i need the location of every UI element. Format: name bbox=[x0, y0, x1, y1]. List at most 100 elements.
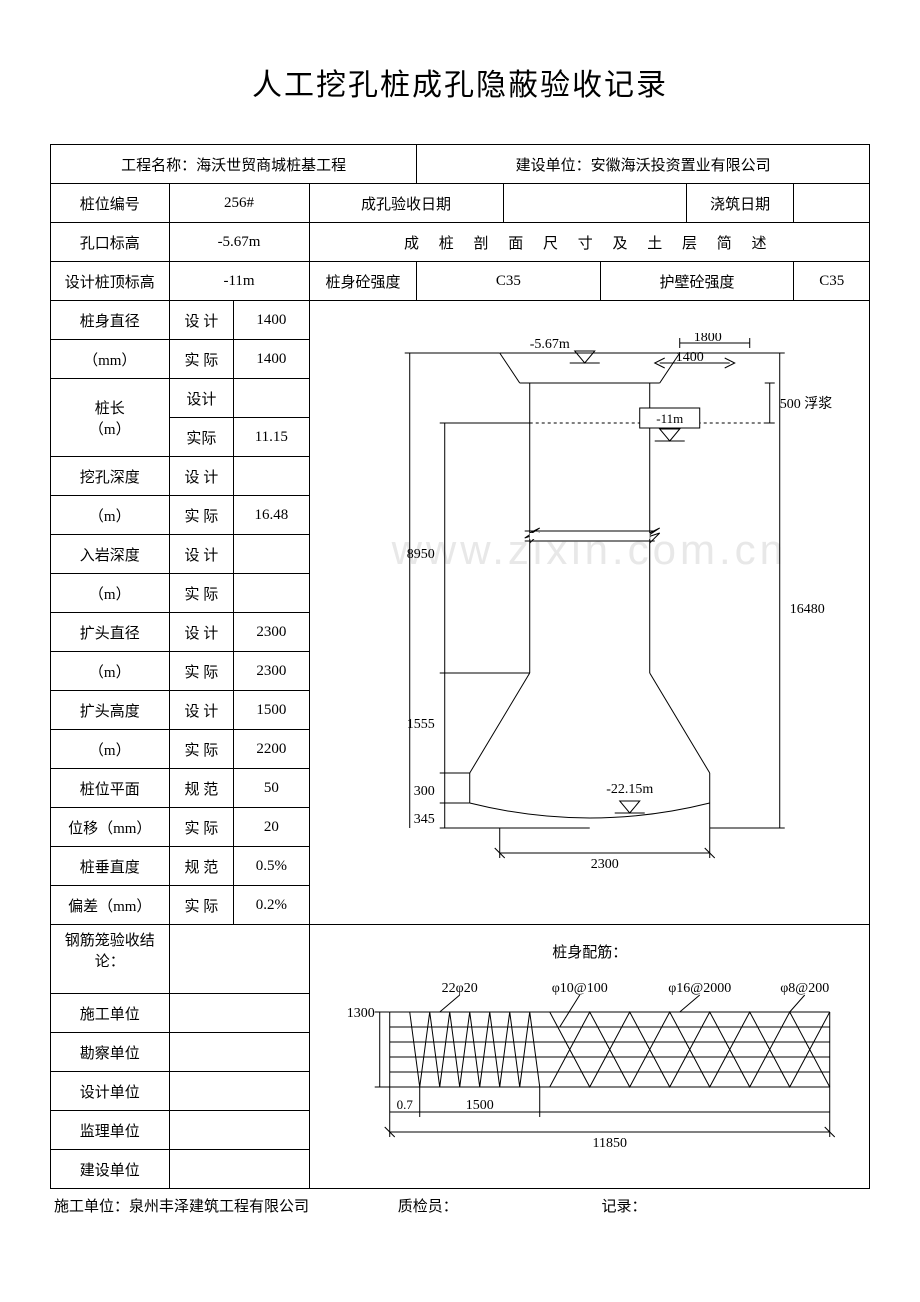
diameter-design-label: 设 计 bbox=[169, 301, 234, 340]
footer-construction-label: 施工单位： bbox=[54, 1195, 129, 1216]
body-strength-label: 桩身砼强度 bbox=[309, 262, 417, 301]
dim-1800: 1800 bbox=[693, 333, 721, 345]
builder-cell: 建设单位：安徽海沃投资置业有限公司 bbox=[417, 145, 870, 184]
footer-construction-value: 泉州丰泽建筑工程有限公司 bbox=[129, 1195, 309, 1216]
belld-label2: （m） bbox=[51, 652, 170, 691]
dim-16480: 16480 bbox=[789, 602, 824, 617]
belld-design: 2300 bbox=[234, 613, 309, 652]
vert-actual-label: 实 际 bbox=[169, 886, 234, 925]
body-strength-value: C35 bbox=[417, 262, 600, 301]
diameter-actual: 1400 bbox=[234, 340, 309, 379]
offset-design-label: 规 范 bbox=[169, 769, 234, 808]
unit-survey-value bbox=[169, 1033, 309, 1072]
level-11m: -11m bbox=[656, 411, 683, 426]
belld-label1: 扩头直径 bbox=[51, 613, 170, 652]
section-title: 成 桩 剖 面 尺 寸 及 土 层 简 述 bbox=[309, 223, 869, 262]
bellh-label1: 扩头高度 bbox=[51, 691, 170, 730]
footer-line: 施工单位：泉州丰泽建筑工程有限公司 质检员： 记录： bbox=[50, 1195, 870, 1216]
length-actual-label: 实际 bbox=[169, 418, 234, 457]
vert-actual: 0.2% bbox=[234, 886, 309, 925]
pile-no-value: 256# bbox=[169, 184, 309, 223]
unit-survey: 勘察单位 bbox=[51, 1033, 170, 1072]
rebar-title: 桩身配筋： bbox=[552, 944, 627, 961]
rock-design bbox=[234, 535, 309, 574]
rebar-diagram-cell: 桩身配筋： 22φ20 φ10@100 φ16@2000 φ8@200 1300 bbox=[309, 925, 869, 1189]
bellh-actual: 2200 bbox=[234, 730, 309, 769]
length-label1: 桩长 bbox=[95, 401, 125, 417]
depth-actual: 16.48 bbox=[234, 496, 309, 535]
diameter-design: 1400 bbox=[234, 301, 309, 340]
pour-date-label: 浇筑日期 bbox=[686, 184, 794, 223]
rock-design-label: 设 计 bbox=[169, 535, 234, 574]
rock-label2: （m） bbox=[51, 574, 170, 613]
hole-date-label: 成孔验收日期 bbox=[309, 184, 503, 223]
rock-label1: 入岩深度 bbox=[51, 535, 170, 574]
top-elev-label: -5.67m bbox=[529, 337, 569, 352]
dim-300: 300 bbox=[413, 784, 434, 799]
hole-top-elev-label: 孔口标高 bbox=[51, 223, 170, 262]
hole-date-value bbox=[503, 184, 686, 223]
length-design-label: 设计 bbox=[169, 379, 234, 418]
unit-construction-value bbox=[169, 994, 309, 1033]
unit-design-value bbox=[169, 1072, 309, 1111]
dim-07: 0.7 bbox=[396, 1097, 413, 1112]
wall-strength-label: 护壁砼强度 bbox=[600, 262, 794, 301]
offset-label2: 位移（mm） bbox=[51, 808, 170, 847]
vert-label1: 桩垂直度 bbox=[51, 847, 170, 886]
belld-actual: 2300 bbox=[234, 652, 309, 691]
dim-2300: 2300 bbox=[590, 857, 618, 872]
hole-top-elev-value: -5.67m bbox=[169, 223, 309, 262]
length-actual: 11.15 bbox=[234, 418, 309, 457]
bellh-label2: （m） bbox=[51, 730, 170, 769]
depth-design-label: 设 计 bbox=[169, 457, 234, 496]
diameter-actual-label: 实 际 bbox=[169, 340, 234, 379]
project-value: 海沃世贸商城桩基工程 bbox=[196, 158, 346, 174]
cage-value bbox=[169, 925, 309, 994]
pile-no-label: 桩位编号 bbox=[51, 184, 170, 223]
footer-recorder-label: 记录： bbox=[602, 1195, 647, 1216]
pour-date-value bbox=[794, 184, 870, 223]
rock-actual bbox=[234, 574, 309, 613]
offset-design: 50 bbox=[234, 769, 309, 808]
diameter-label2: （mm） bbox=[51, 340, 170, 379]
dim-1555: 1555 bbox=[406, 717, 434, 732]
float-slurry: 500 浮浆 bbox=[779, 396, 832, 412]
vert-label2: 偏差（mm） bbox=[51, 886, 170, 925]
bottom-elev: -22.15m bbox=[606, 782, 653, 797]
offset-label1: 桩位平面 bbox=[51, 769, 170, 808]
rebar-d16-2000: φ16@2000 bbox=[668, 981, 731, 996]
rebar-22d20: 22φ20 bbox=[441, 981, 477, 996]
unit-construction: 施工单位 bbox=[51, 994, 170, 1033]
dim-11850: 11850 bbox=[592, 1136, 626, 1151]
pile-section-diagram-cell: www.zixin.com.cn 1800 1400 bbox=[309, 301, 869, 925]
vert-design: 0.5% bbox=[234, 847, 309, 886]
builder-label: 建设单位： bbox=[516, 158, 591, 174]
dim-1400: 1400 bbox=[675, 350, 703, 365]
belld-design-label: 设 计 bbox=[169, 613, 234, 652]
vert-design-label: 规 范 bbox=[169, 847, 234, 886]
design-top-elev-value: -11m bbox=[169, 262, 309, 301]
footer-inspector-label: 质检员： bbox=[398, 1195, 598, 1216]
builder-value: 安徽海沃投资置业有限公司 bbox=[591, 158, 771, 174]
unit-supervision-value bbox=[169, 1111, 309, 1150]
depth-label2: （m） bbox=[51, 496, 170, 535]
project-label: 工程名称： bbox=[121, 158, 196, 174]
record-table: 工程名称：海沃世贸商城桩基工程 建设单位：安徽海沃投资置业有限公司 桩位编号 2… bbox=[50, 144, 870, 1189]
rock-actual-label: 实 际 bbox=[169, 574, 234, 613]
project-cell: 工程名称：海沃世贸商城桩基工程 bbox=[51, 145, 417, 184]
unit-supervision: 监理单位 bbox=[51, 1111, 170, 1150]
bellh-actual-label: 实 际 bbox=[169, 730, 234, 769]
length-label2: （m） bbox=[89, 422, 131, 438]
depth-design bbox=[234, 457, 309, 496]
diameter-label1: 桩身直径 bbox=[51, 301, 170, 340]
dim-1500: 1500 bbox=[465, 1098, 493, 1113]
offset-actual-label: 实 际 bbox=[169, 808, 234, 847]
page-title: 人工挖孔桩成孔隐蔽验收记录 bbox=[50, 60, 870, 104]
bellh-design-label: 设 计 bbox=[169, 691, 234, 730]
bellh-design: 1500 bbox=[234, 691, 309, 730]
dim-1300: 1300 bbox=[346, 1006, 374, 1021]
rebar-diagram: 桩身配筋： 22φ20 φ10@100 φ16@2000 φ8@200 1300 bbox=[316, 937, 863, 1177]
depth-label1: 挖孔深度 bbox=[51, 457, 170, 496]
design-top-elev-label: 设计桩顶标高 bbox=[51, 262, 170, 301]
length-design bbox=[234, 379, 309, 418]
